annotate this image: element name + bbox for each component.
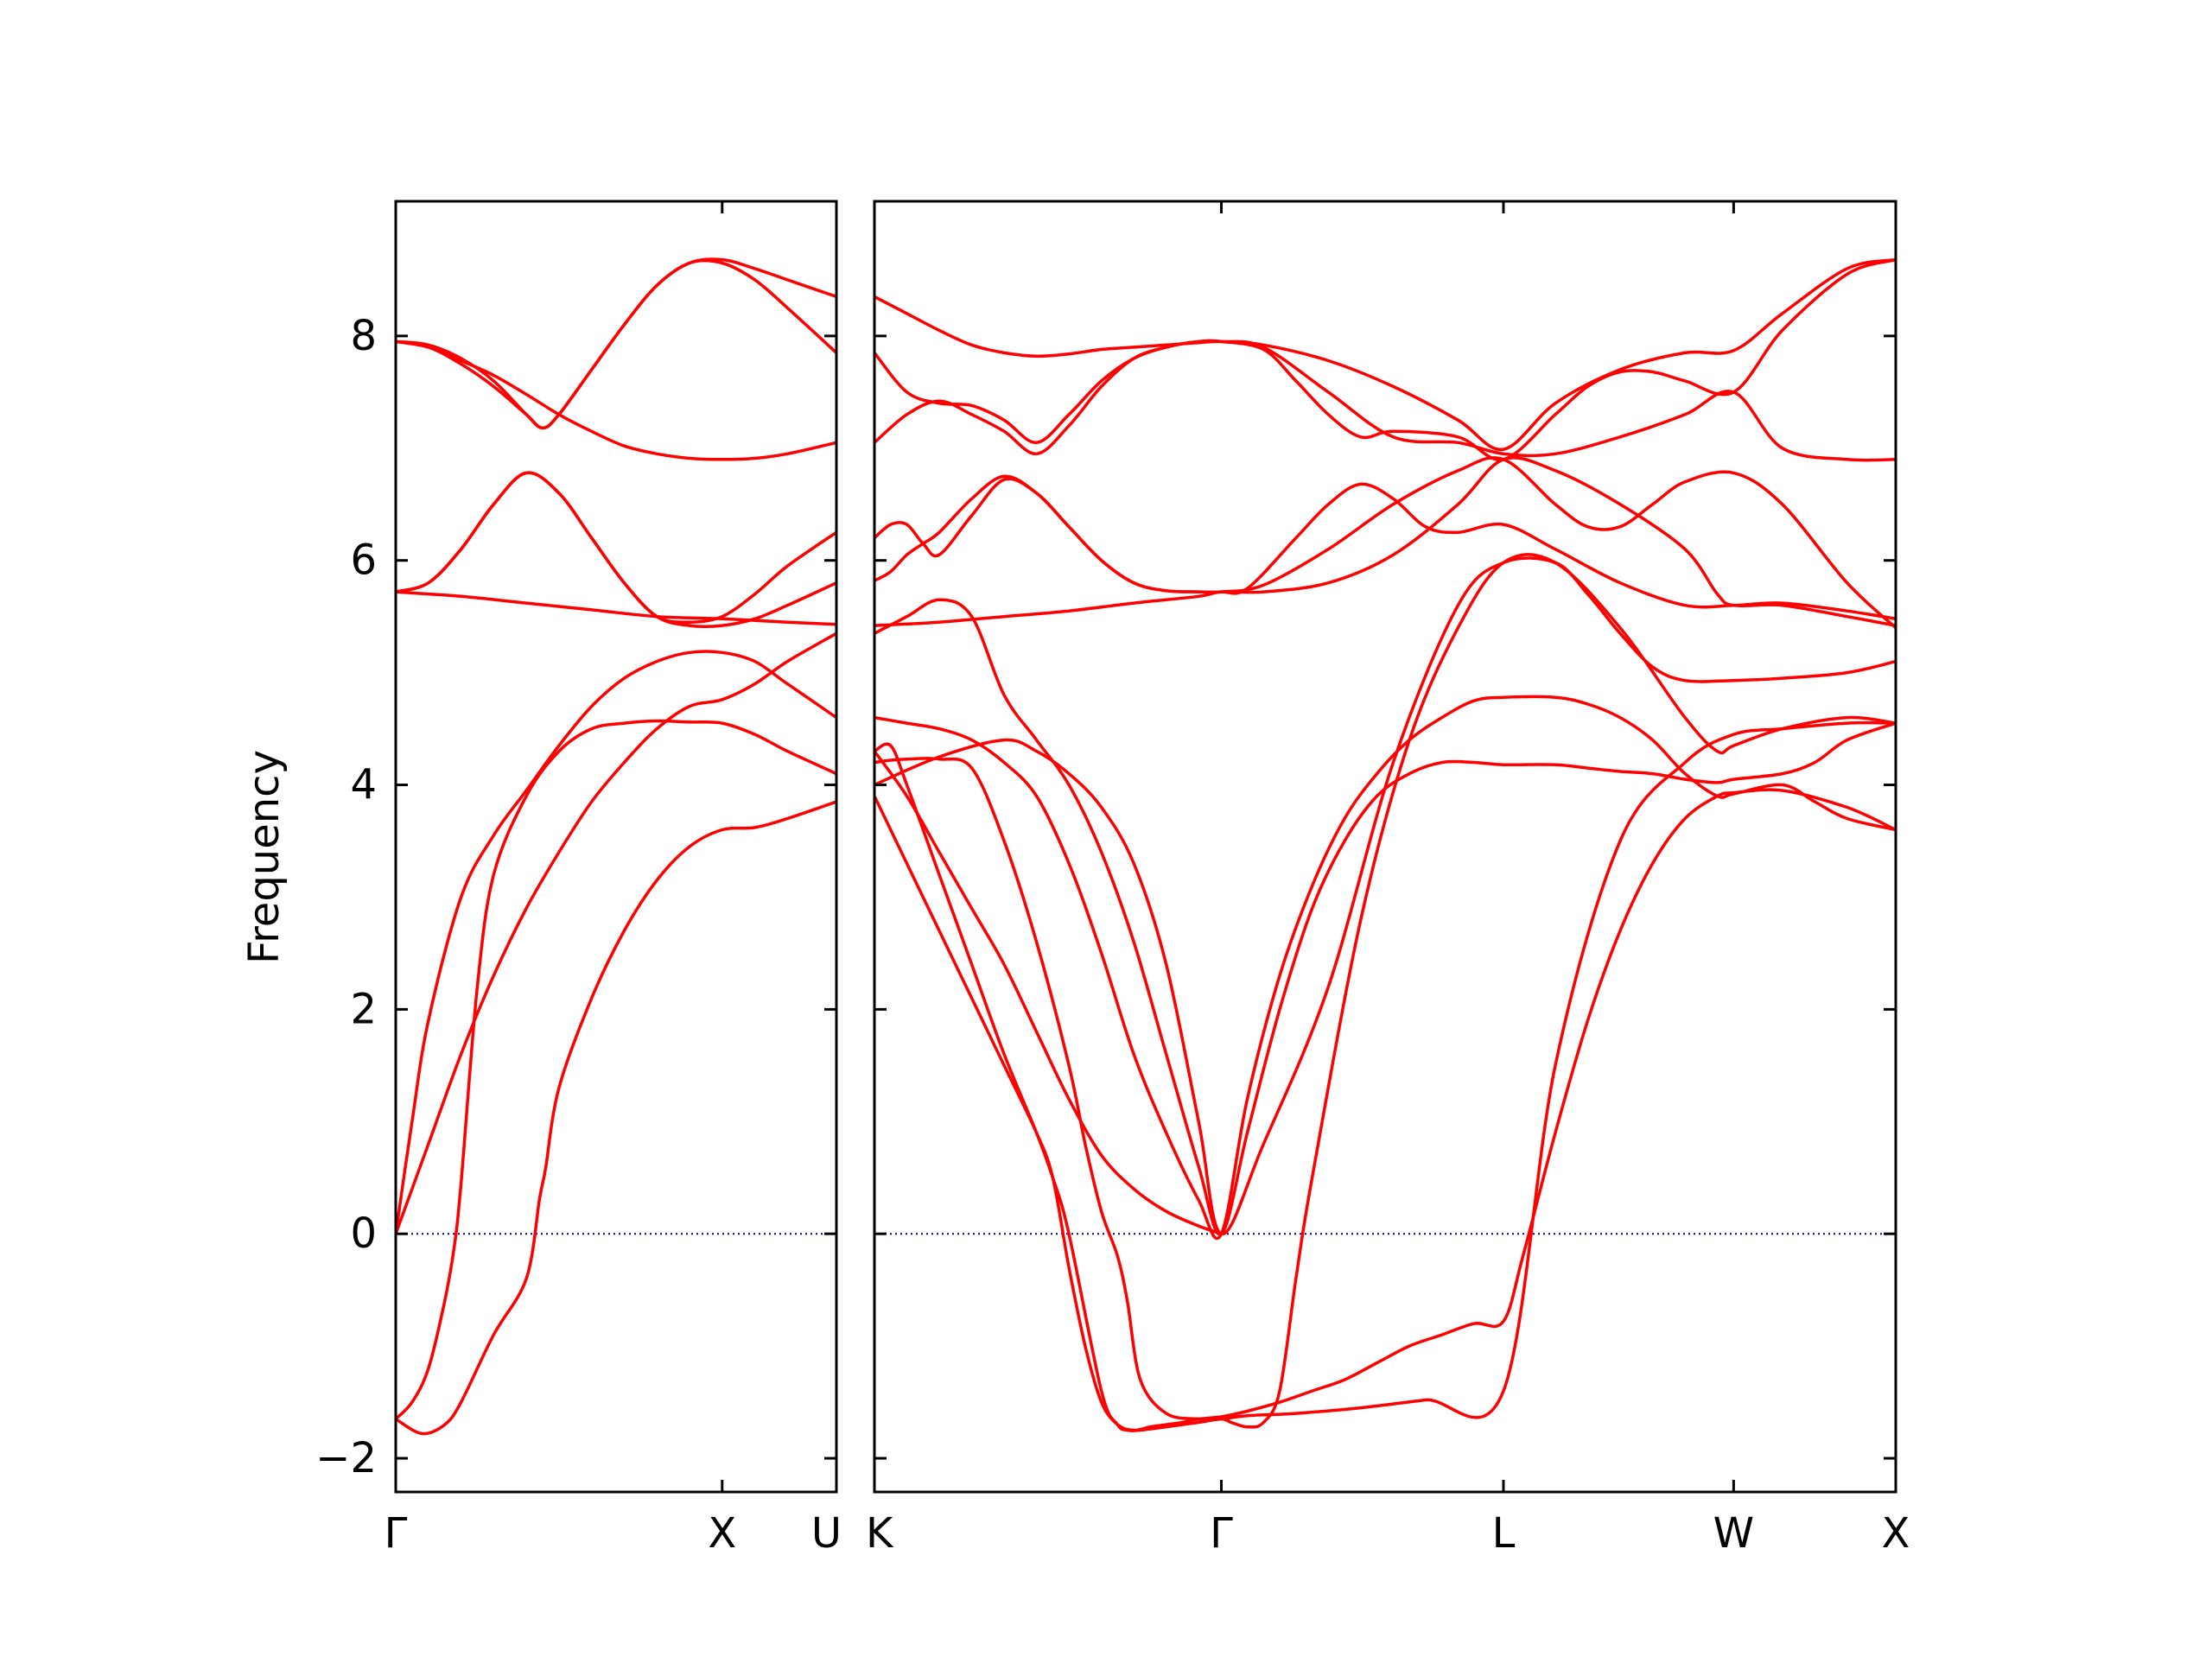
band-line-4 bbox=[396, 650, 836, 1235]
band-line-13 bbox=[874, 556, 1896, 1235]
x-tick-label: U bbox=[811, 1509, 842, 1558]
band-line-7 bbox=[396, 471, 836, 625]
band-line-8 bbox=[396, 257, 836, 430]
panel-1: −2 0 2 4 6 8 Γ X U bbox=[315, 200, 842, 1558]
band-line-2 bbox=[396, 800, 836, 1436]
band-line-8 bbox=[874, 474, 1896, 621]
band-line-3 bbox=[874, 720, 1896, 1421]
band-line-9 bbox=[874, 456, 1896, 630]
band-series-group bbox=[396, 257, 836, 1436]
band-line-12 bbox=[874, 257, 1896, 451]
band-line-7 bbox=[874, 456, 1896, 627]
x-tick-label: Γ bbox=[1210, 1509, 1233, 1558]
band-line-3 bbox=[396, 632, 836, 1235]
x-tick-label: K bbox=[866, 1509, 894, 1558]
band-line-1 bbox=[396, 719, 836, 1421]
y-axis-label: Frequency bbox=[240, 750, 289, 964]
panel-frame bbox=[394, 200, 838, 1494]
band-line-11 bbox=[874, 257, 1896, 461]
x-tick-label: X bbox=[1882, 1509, 1910, 1558]
band-line-10 bbox=[874, 339, 1896, 462]
band-series-group bbox=[874, 257, 1896, 1432]
panel-frame bbox=[873, 200, 1897, 1494]
y-tick-label: 2 bbox=[350, 985, 377, 1033]
band-line-5 bbox=[396, 590, 836, 626]
panels-layer: −2 0 2 4 6 8 Γ X U K Γ L W X bbox=[315, 200, 1910, 1558]
x-tick-label: Γ bbox=[385, 1509, 408, 1558]
band-line-9 bbox=[396, 258, 836, 430]
y-tick-label: 8 bbox=[350, 312, 377, 360]
y-tick-label: 0 bbox=[350, 1209, 377, 1258]
x-tick-label: L bbox=[1492, 1509, 1516, 1558]
x-tick-label: W bbox=[1713, 1509, 1754, 1558]
band-line-6 bbox=[874, 598, 1896, 1236]
y-tick-label: 4 bbox=[350, 761, 377, 809]
y-tick-label: 6 bbox=[350, 536, 377, 585]
band-line-10 bbox=[396, 340, 836, 461]
x-tick-label: X bbox=[708, 1509, 736, 1558]
y-tick-label: −2 bbox=[315, 1434, 377, 1482]
band-line-4 bbox=[874, 749, 1224, 1235]
band-line-2 bbox=[874, 553, 1896, 1432]
